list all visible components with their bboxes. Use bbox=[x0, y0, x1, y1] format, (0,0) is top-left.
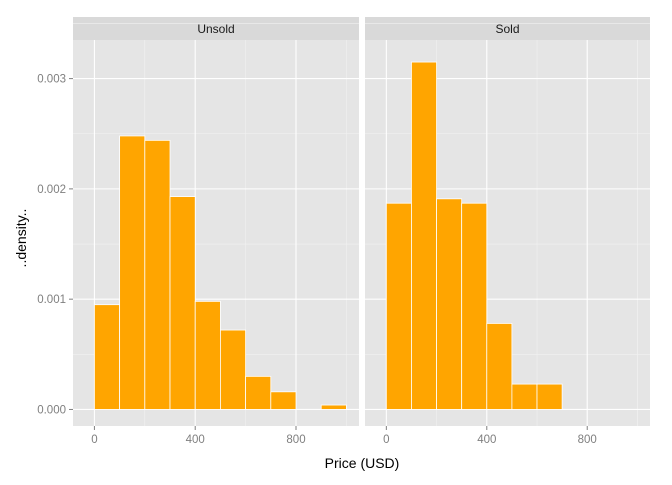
x-tick-label: 400 bbox=[477, 434, 496, 446]
histogram-bar bbox=[220, 329, 247, 410]
histogram-bar bbox=[270, 391, 297, 410]
histogram-bar bbox=[385, 202, 412, 410]
histogram-bar bbox=[411, 61, 437, 410]
y-axis-title: ..density.. bbox=[13, 209, 29, 268]
histogram-bar bbox=[436, 198, 463, 410]
histogram-bar bbox=[461, 202, 488, 410]
facet-panel-unsold: Unsold 0 400 800 bbox=[73, 17, 359, 446]
x-tick-label: 800 bbox=[578, 434, 597, 446]
histogram-bar bbox=[119, 135, 146, 410]
histogram-bar bbox=[511, 383, 538, 410]
histogram-bar bbox=[144, 139, 171, 410]
x-tick-label: 400 bbox=[186, 434, 205, 446]
x-tick-label: 0 bbox=[91, 434, 97, 446]
histogram-bar bbox=[94, 304, 121, 410]
facet-panel-sold: Sold 0 400 800 bbox=[365, 17, 650, 446]
histogram-bar bbox=[320, 404, 347, 410]
histogram-bar bbox=[169, 196, 196, 410]
y-tick-label: 0.003 bbox=[37, 74, 66, 86]
x-tick-label: 0 bbox=[383, 434, 389, 446]
histogram-bar bbox=[536, 383, 563, 410]
y-tick-label: 0.002 bbox=[37, 184, 66, 196]
facet-strip bbox=[73, 17, 359, 40]
facet-strip bbox=[365, 17, 650, 40]
facet-strip-label: Unsold bbox=[197, 22, 234, 36]
facet-strip-label: Sold bbox=[495, 22, 519, 36]
x-axis-title: Price (USD) bbox=[325, 455, 400, 471]
histogram-bar bbox=[486, 323, 513, 410]
y-tick-label: 0.001 bbox=[37, 294, 66, 306]
x-tick-label: 800 bbox=[286, 434, 305, 446]
histogram-bar bbox=[194, 300, 221, 410]
y-axis: 0.000 0.001 0.002 0.003 bbox=[37, 74, 73, 416]
facet-panels: Unsold 0 400 800 Sold 0 400 800 bbox=[73, 17, 650, 446]
y-tick-label: 0.000 bbox=[37, 404, 66, 416]
histogram-bar bbox=[245, 375, 272, 410]
